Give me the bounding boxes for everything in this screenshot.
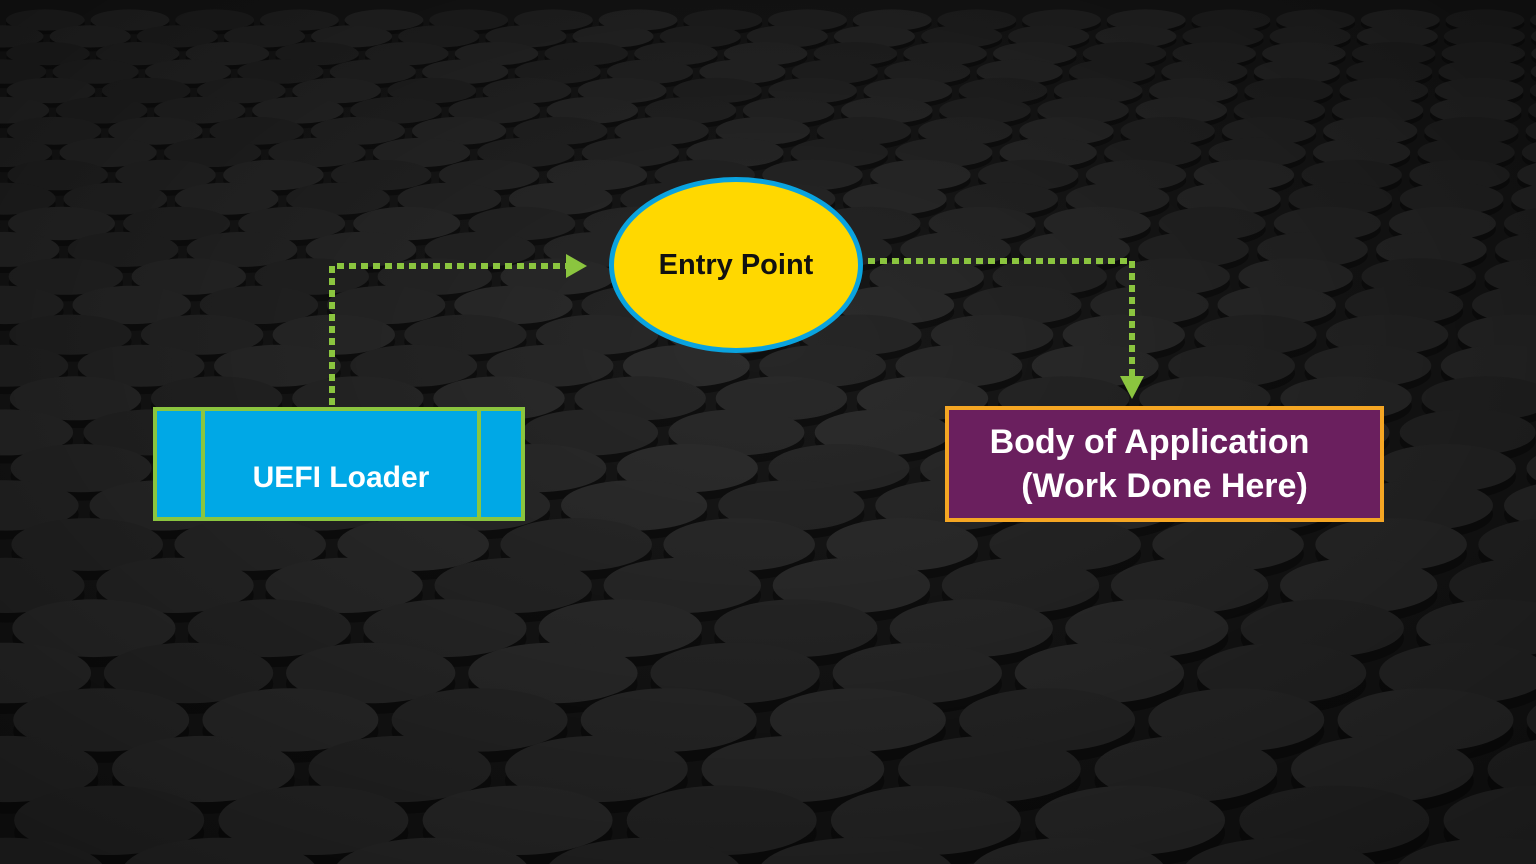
- body-of-application-title: Body of Application: [989, 423, 1310, 461]
- uefi-loader-node: UEFI Loader: [153, 407, 525, 521]
- uefi-loader-right-bar: [477, 411, 481, 517]
- entry-point-label: Entry Point: [658, 248, 814, 281]
- uefi-loader-left-bar: [201, 411, 205, 517]
- body-of-application-node: Body of Application (Work Done Here): [945, 406, 1384, 522]
- connector-uefi-to-entry: [329, 263, 566, 405]
- arrowhead-to-body: [1120, 376, 1144, 399]
- arrowhead-to-entry: [566, 254, 587, 278]
- body-of-application-subtitle: (Work Done Here): [1021, 467, 1308, 505]
- uefi-loader-label: UEFI Loader: [252, 461, 430, 494]
- entry-point-node: Entry Point: [609, 177, 863, 353]
- connector-entry-to-body: [868, 258, 1135, 376]
